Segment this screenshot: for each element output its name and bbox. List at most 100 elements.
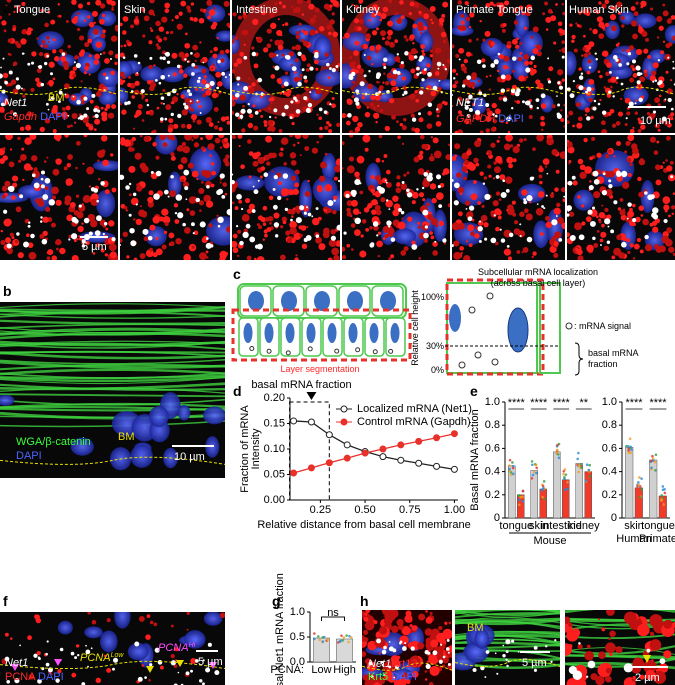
- replicate-dot: [627, 449, 630, 452]
- red-puncta: [503, 0, 510, 6]
- white-puncta: [45, 102, 49, 106]
- red-puncta: [657, 103, 661, 107]
- red-puncta: [27, 635, 32, 641]
- white-puncta: [402, 93, 405, 97]
- red-puncta: [344, 32, 350, 39]
- micrograph: [452, 0, 565, 133]
- white-puncta: [282, 173, 289, 179]
- replicate-dot: [627, 451, 631, 455]
- white-puncta: [447, 662, 451, 666]
- red-puncta: [331, 247, 340, 256]
- red-puncta: [474, 140, 482, 148]
- red-puncta: [364, 620, 375, 631]
- red-puncta: [609, 108, 615, 114]
- red-puncta: [290, 63, 293, 66]
- nucleus: [277, 75, 294, 87]
- red-puncta: [314, 7, 320, 13]
- white-puncta: [625, 117, 628, 120]
- red-puncta: [21, 147, 25, 151]
- white-puncta: [354, 217, 361, 225]
- data-point: [415, 437, 423, 445]
- red-puncta: [521, 189, 528, 196]
- nucleus: [383, 53, 396, 67]
- red-puncta: [498, 198, 502, 201]
- white-puncta: [416, 72, 420, 76]
- replicate-dot: [541, 484, 545, 488]
- replicate-dot: [521, 495, 524, 499]
- red-puncta: [608, 637, 611, 641]
- red-puncta: [624, 150, 628, 154]
- basement-membrane: [342, 86, 450, 95]
- red-puncta: [473, 157, 479, 164]
- white-puncta: [593, 179, 600, 185]
- red-puncta: [639, 249, 644, 254]
- red-puncta: [381, 610, 392, 616]
- red-puncta: [664, 120, 670, 126]
- stain: Gapdh: [4, 111, 37, 123]
- white-puncta: [307, 212, 312, 217]
- white-puncta: [505, 188, 510, 193]
- axis-label: Relative cell height: [410, 290, 420, 366]
- red-puncta: [34, 614, 40, 620]
- red-puncta: [626, 111, 631, 116]
- bar: [539, 488, 547, 519]
- white-puncta: [315, 207, 319, 211]
- white-puncta: [323, 110, 328, 114]
- nucleus: [235, 175, 265, 191]
- red-puncta: [475, 114, 481, 121]
- group-label: Mouse: [533, 535, 566, 547]
- nucleus: [348, 323, 358, 343]
- white-puncta: [315, 234, 320, 238]
- white-puncta: [291, 66, 297, 72]
- white-puncta: [438, 659, 443, 664]
- red-puncta: [299, 77, 303, 81]
- red-puncta: [544, 165, 548, 168]
- white-puncta: [0, 66, 2, 69]
- red-puncta: [460, 25, 467, 32]
- white-puncta: [540, 93, 546, 99]
- white-puncta: [284, 55, 289, 59]
- red-puncta: [432, 137, 439, 144]
- red-puncta: [274, 2, 278, 6]
- white-puncta: [399, 640, 403, 644]
- replicate-dot: [349, 636, 353, 639]
- red-puncta: [649, 136, 657, 143]
- white-puncta: [652, 214, 659, 220]
- red-puncta: [610, 76, 617, 83]
- membrane: [0, 411, 225, 420]
- red-puncta: [168, 232, 175, 239]
- white-puncta: [445, 647, 450, 651]
- white-puncta: [160, 117, 164, 121]
- white-puncta: [461, 84, 466, 88]
- red-puncta: [134, 80, 140, 86]
- red-puncta: [120, 52, 125, 58]
- white-puncta: [635, 65, 641, 71]
- white-puncta: [177, 113, 182, 119]
- white-puncta: [524, 100, 530, 106]
- white-puncta: [149, 56, 153, 60]
- arrowhead: [54, 659, 62, 666]
- panel-label: b: [3, 283, 12, 299]
- red-puncta: [489, 1, 494, 6]
- red-puncta: [384, 233, 389, 239]
- red-puncta: [294, 58, 299, 63]
- red-puncta: [232, 100, 236, 107]
- white-puncta: [309, 66, 314, 71]
- white-puncta: [378, 90, 382, 94]
- red-puncta: [399, 122, 404, 127]
- white-puncta: [578, 234, 585, 241]
- red-puncta: [401, 76, 406, 81]
- replicate-dot: [336, 641, 340, 644]
- white-puncta: [388, 225, 391, 228]
- nucleus: [361, 45, 390, 68]
- membrane: [455, 610, 560, 617]
- white-puncta: [137, 61, 141, 65]
- red-puncta: [291, 5, 294, 8]
- red-puncta: [81, 100, 85, 105]
- red-puncta: [609, 652, 613, 657]
- red-puncta: [268, 195, 274, 201]
- white-puncta: [442, 63, 445, 67]
- red-puncta: [606, 610, 615, 616]
- red-puncta: [93, 128, 97, 131]
- red-puncta: [212, 7, 216, 10]
